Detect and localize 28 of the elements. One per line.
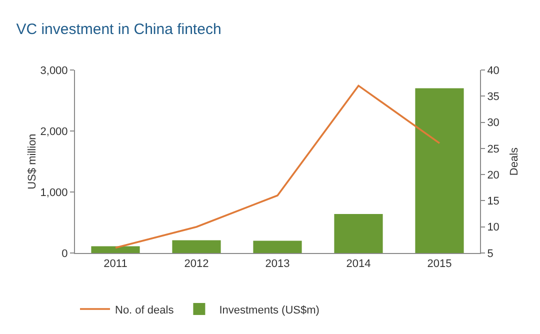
y2-tick-label: 10 [487, 222, 500, 234]
chart-title: VC investment in China fintech [16, 20, 222, 38]
x-tick-label: 2015 [427, 258, 452, 270]
y2-axis-title: Deals [508, 146, 520, 176]
x-tick-label: 2011 [104, 258, 128, 270]
y2-tick-label: 25 [487, 143, 500, 156]
y2-tick-label: 40 [487, 64, 500, 77]
y2-tick-label: 20 [487, 169, 500, 182]
y-axis-title: US$ million [26, 134, 38, 190]
y2-tick-label: 35 [487, 90, 500, 103]
legend-label: No. of deals [115, 304, 174, 316]
x-tick-label: 2013 [265, 258, 290, 270]
bar [91, 246, 140, 253]
y-tick-label: 0 [62, 248, 68, 260]
x-tick-label: 2012 [184, 258, 209, 270]
bar [172, 240, 221, 253]
bar [415, 88, 464, 253]
bar [253, 240, 302, 253]
y-tick-label: 2,000 [40, 126, 68, 138]
x-tick-label: 2014 [346, 258, 371, 270]
y2-tick-label: 30 [487, 117, 500, 130]
y2-tick-label: 5 [487, 248, 494, 260]
y2-tick-label: 15 [487, 196, 500, 208]
line-series [114, 84, 440, 249]
y-tick-label: 3,000 [40, 64, 68, 77]
bar [334, 214, 383, 253]
legend-label: Investments (US$m) [219, 304, 320, 316]
y-tick-label: 1,000 [40, 186, 68, 199]
